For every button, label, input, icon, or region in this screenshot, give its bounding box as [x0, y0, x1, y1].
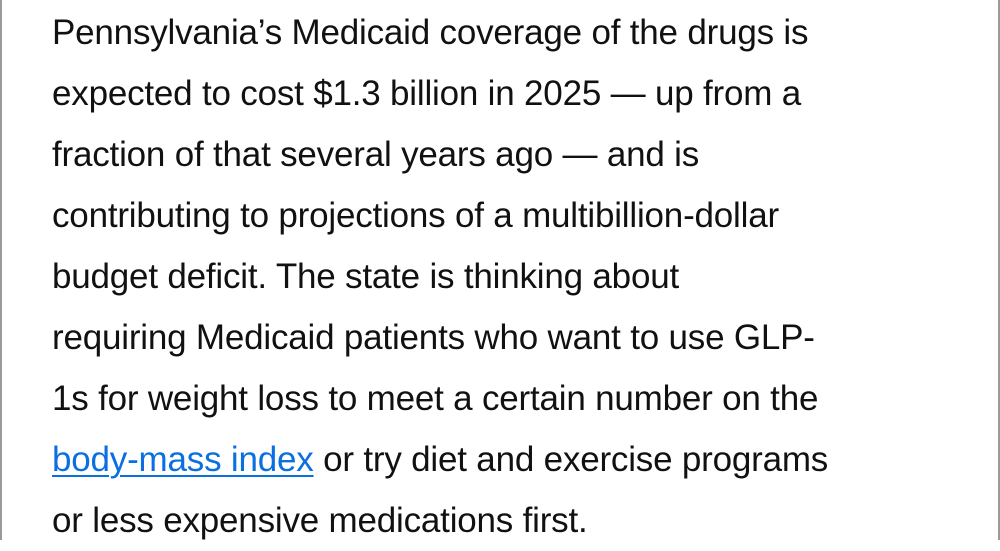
- paragraph-line: or less expensive medications first.: [52, 501, 588, 540]
- paragraph-text: or try diet and exercise programs: [313, 440, 829, 479]
- paragraph-line: 1s for weight loss to meet a certain num…: [52, 379, 819, 418]
- paragraph-line: expected to cost $1.3 billion in 2025 — …: [52, 74, 801, 113]
- paragraph-line: budget deficit. The state is thinking ab…: [52, 257, 680, 296]
- paragraph-line: requiring Medicaid patients who want to …: [52, 318, 815, 357]
- body-mass-index-link[interactable]: body-mass index: [52, 440, 314, 479]
- paragraph-line: fraction of that several years ago — and…: [52, 135, 700, 174]
- article-paragraph: Pennsylvania’s Medicaid coverage of the …: [52, 2, 828, 551]
- paragraph-line: Pennsylvania’s Medicaid coverage of the …: [52, 13, 809, 52]
- paragraph-line: body-mass index or try diet and exercise…: [52, 429, 828, 490]
- paragraph-line: contributing to projections of a multibi…: [52, 196, 779, 235]
